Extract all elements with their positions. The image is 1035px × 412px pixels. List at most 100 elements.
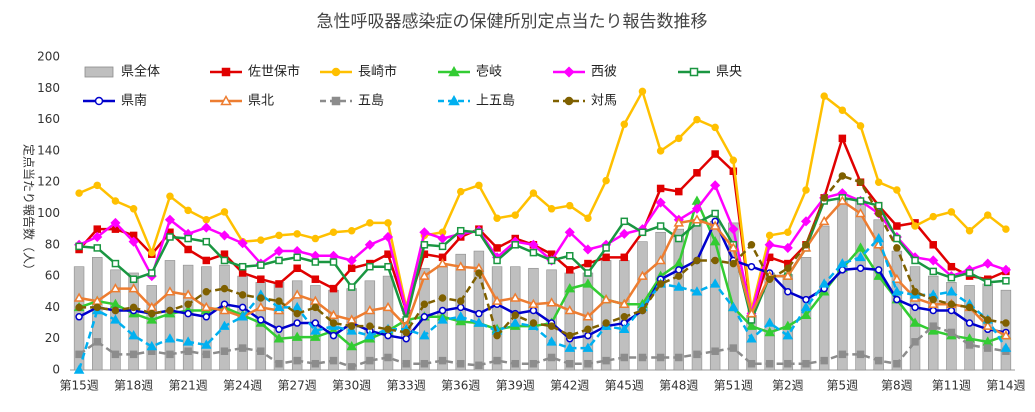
data-point <box>473 317 485 327</box>
legend-item: 県南 <box>83 93 147 109</box>
data-point <box>366 356 374 365</box>
data-point <box>747 316 756 324</box>
y-tick-label: 160 <box>37 112 60 126</box>
legend-marker <box>94 96 104 106</box>
data-point <box>402 334 410 343</box>
data-point <box>693 350 701 359</box>
x-tick-label: 第11週 <box>932 379 971 393</box>
data-point <box>855 251 866 262</box>
data-point <box>566 359 574 368</box>
data-point <box>1000 264 1011 275</box>
bar <box>491 266 503 371</box>
data-point <box>329 319 338 327</box>
data-point <box>475 269 483 277</box>
data-point <box>729 344 738 352</box>
legend-marker <box>448 94 460 106</box>
data-point <box>184 206 192 215</box>
data-point <box>511 241 519 249</box>
data-point <box>602 253 610 262</box>
data-point <box>782 242 793 253</box>
data-point <box>111 197 120 205</box>
data-point <box>220 347 229 355</box>
data-point <box>275 325 283 334</box>
data-point <box>257 347 265 355</box>
data-point <box>255 301 267 312</box>
data-point <box>582 311 594 321</box>
data-point <box>219 230 230 241</box>
data-point <box>164 214 176 225</box>
data-point <box>893 234 901 243</box>
data-point <box>564 342 576 352</box>
data-point <box>202 288 211 296</box>
data-point <box>893 186 901 194</box>
data-point <box>638 353 647 362</box>
data-point <box>909 317 921 327</box>
data-point <box>602 319 610 327</box>
series <box>75 87 1010 315</box>
data-point <box>238 344 247 352</box>
data-point <box>547 322 556 330</box>
bar <box>182 264 194 371</box>
data-point <box>693 115 701 124</box>
data-point <box>711 347 719 355</box>
data-point <box>75 303 83 312</box>
data-point <box>982 320 994 330</box>
data-point <box>874 209 883 218</box>
bar <box>691 221 703 371</box>
data-point <box>764 317 775 327</box>
legend-item: 長崎市 <box>320 64 397 80</box>
data-point <box>711 256 719 265</box>
data-point <box>220 250 229 258</box>
data-point <box>820 194 828 202</box>
data-point <box>891 273 903 283</box>
data-point <box>584 331 592 340</box>
x-tick-label: 第48週 <box>659 379 698 393</box>
data-point <box>166 233 174 241</box>
data-point <box>546 297 557 307</box>
data-point <box>784 264 792 273</box>
data-point <box>329 228 338 237</box>
legend-item: 県北 <box>210 94 274 109</box>
data-point <box>584 325 592 334</box>
data-point <box>111 350 120 359</box>
data-point <box>982 258 993 269</box>
series-line <box>78 182 1007 314</box>
data-point <box>584 359 592 368</box>
data-point <box>782 330 794 340</box>
data-point <box>456 226 465 235</box>
data-point <box>947 300 956 309</box>
legend-marker <box>563 66 575 78</box>
data-point <box>729 259 738 268</box>
legend-item: 県全体 <box>84 64 160 80</box>
data-point <box>983 278 992 287</box>
data-point <box>529 189 538 197</box>
data-point <box>346 325 357 335</box>
data-point <box>311 303 320 312</box>
data-point <box>419 227 430 238</box>
data-point <box>837 258 848 268</box>
data-point <box>148 309 156 318</box>
bar <box>855 200 866 371</box>
data-point <box>746 333 757 343</box>
bar <box>128 272 139 371</box>
data-point <box>275 359 283 368</box>
data-point <box>638 306 647 315</box>
data-point <box>529 306 538 315</box>
legend-item: 壱岐 <box>438 65 502 80</box>
series <box>75 172 1010 340</box>
data-point <box>965 341 974 349</box>
y-tick-label: 80 <box>45 237 60 251</box>
data-point <box>602 176 610 185</box>
data-point <box>911 256 919 265</box>
data-point <box>856 197 865 205</box>
x-tick-label: 第51週 <box>714 379 753 393</box>
data-point <box>346 255 357 266</box>
data-point <box>346 341 357 351</box>
data-point <box>184 234 192 243</box>
data-point <box>784 228 792 237</box>
data-point <box>438 356 447 365</box>
data-point <box>709 236 721 246</box>
x-tick-label: 第8週 <box>881 379 913 393</box>
data-point <box>529 359 538 368</box>
data-point <box>257 236 265 244</box>
